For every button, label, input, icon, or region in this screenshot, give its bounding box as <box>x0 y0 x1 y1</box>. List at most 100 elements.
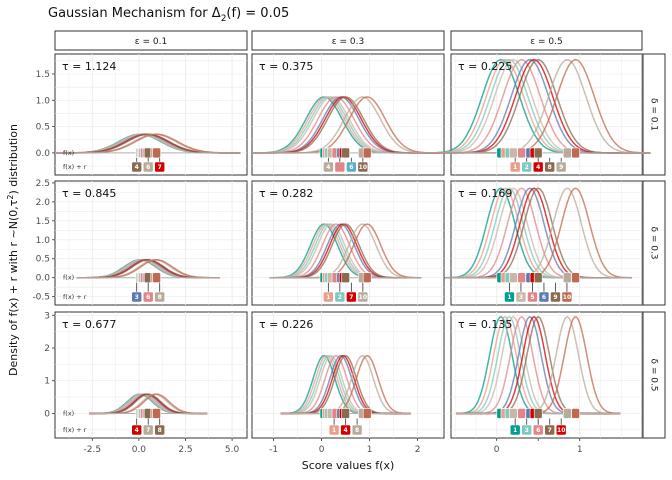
panel-2-0: f(x) f(x) + r 4 7 8 τ = 0.677 <box>54 311 248 439</box>
x-axis-title: Score values f(x) <box>302 459 395 472</box>
score-box <box>571 408 580 419</box>
noisy-output-box <box>346 291 357 303</box>
noisy-output-box <box>544 161 555 173</box>
x-tick-label: 2 <box>415 445 421 455</box>
column-strip-0 <box>54 30 248 51</box>
y-tick-label: 2 <box>44 344 50 354</box>
noisy-output-box <box>544 424 555 436</box>
panel-frame <box>251 311 445 439</box>
noisy-output-box <box>538 291 550 303</box>
tau-label: τ = 1.124 <box>62 60 116 73</box>
x-tick-label: 1 <box>577 445 583 455</box>
x-tick-label: 5.0 <box>225 445 240 455</box>
score-box <box>562 272 572 283</box>
title-prefix: Gaussian Mechanism for <box>48 6 212 21</box>
row-strip-label-2: δ = 0.5 <box>649 358 659 391</box>
label-fx-plus-r: f(x) + r <box>63 293 87 301</box>
noisy-output-box <box>515 291 527 303</box>
noisy-output-label: 2 <box>338 294 342 301</box>
noisy-output-box <box>154 291 166 303</box>
label-fx: f(x) <box>63 274 74 282</box>
x-tick-label: 0.0 <box>132 445 147 455</box>
noisy-output-label: 5 <box>530 294 534 301</box>
noisy-output-box <box>504 291 515 303</box>
noisy-output-label: 1 <box>332 427 336 434</box>
noisy-output-label: 6 <box>146 294 150 301</box>
row-strip-1 <box>642 180 666 306</box>
score-box <box>508 272 518 283</box>
panel-1-0: f(x) f(x) + r 3 6 8 τ = 0.845 <box>54 180 248 306</box>
tau-label: τ = 0.226 <box>259 318 313 331</box>
label-fx: f(x) <box>63 409 74 417</box>
noisy-output-box <box>555 424 567 436</box>
row-strip-0 <box>642 53 666 176</box>
title-suffix: (f) = 0.05 <box>226 6 289 21</box>
noisy-output-label: 4 <box>344 427 348 434</box>
noisy-output-label: 7 <box>349 294 353 301</box>
noisy-output-box <box>521 424 532 436</box>
panel-1-1: 1 2 7 10 τ = 0.282 <box>251 180 445 306</box>
x-tick-label: 0 <box>494 445 500 455</box>
y-tick-label: 1.0 <box>36 96 51 106</box>
y-title-prefix: Density of f(x) + r with r ~N(0,τ <box>7 199 20 376</box>
score-box <box>362 147 372 159</box>
noisy-output-label: 7 <box>548 427 552 434</box>
panel-2-1: 1 4 8 τ = 0.226 <box>251 311 445 439</box>
tau-label: τ = 0.169 <box>458 187 512 200</box>
score-box <box>341 272 350 283</box>
y-tick-label: 0 <box>44 409 50 419</box>
panel-2-2: 1 3 6 7 10 τ = 0.135 <box>450 311 643 439</box>
score-box <box>508 147 518 159</box>
noisy-output-label: 9 <box>553 294 557 301</box>
noisy-output-box <box>527 291 538 303</box>
row-strip-label-0: δ = 0.1 <box>649 98 659 131</box>
noisy-output-box <box>131 161 143 173</box>
noisy-output-box <box>521 161 532 173</box>
noisy-output-box <box>323 161 334 173</box>
noisy-output-label: 3 <box>519 294 523 301</box>
noisy-output-box <box>532 424 544 436</box>
noisy-output-label: 10 <box>359 164 367 171</box>
label-fx-plus-r: f(x) + r <box>63 163 87 171</box>
noisy-output-label: 4 <box>135 164 139 171</box>
tau-label: τ = 0.225 <box>458 60 512 73</box>
x-tick-label: -1 <box>269 445 278 455</box>
noisy-output-label: 6 <box>146 164 150 171</box>
tau-label: τ = 0.845 <box>62 187 116 200</box>
y-axis-title: Density of f(x) + r with r ~N(0,τ2) dist… <box>6 124 20 376</box>
noisy-output-label: 6 <box>542 294 546 301</box>
y-tick-label: 1 <box>44 377 50 387</box>
noisy-output-box <box>357 161 369 173</box>
noisy-output-box <box>154 161 166 173</box>
noisy-output-label: 8 <box>158 294 162 301</box>
noisy-output-box <box>509 161 521 173</box>
label-fx: f(x) <box>63 149 74 157</box>
noisy-output-label: 7 <box>158 164 162 171</box>
noisy-output-label: 9 <box>559 164 563 171</box>
noisy-output-box <box>351 424 363 436</box>
score-box <box>517 408 526 419</box>
score-box <box>562 408 572 419</box>
score-box <box>341 147 350 159</box>
noisy-output-label: 6 <box>536 427 540 434</box>
y-tick-label: 1.5 <box>36 70 50 80</box>
y-title-superscript: 2 <box>6 195 15 200</box>
y-tick-label: 1.5 <box>36 217 50 227</box>
title-delta: Δ <box>212 6 221 21</box>
noisy-output-box <box>323 291 334 303</box>
y-tick-label: 0.5 <box>36 123 50 133</box>
noisy-output-label: 4 <box>536 164 540 171</box>
y-tick-label: 1.0 <box>36 236 51 246</box>
noisy-output-box <box>142 291 154 303</box>
noisy-output-box <box>142 424 154 436</box>
noisy-output-label: 8 <box>355 427 359 434</box>
score-box <box>562 147 572 159</box>
noisy-output-box <box>340 424 351 436</box>
score-box <box>152 147 161 159</box>
column-strip-label-0: ε = 0.1 <box>135 37 167 47</box>
row-strip-label-1: δ = 0.3 <box>649 226 659 259</box>
noisy-output-label: 10 <box>557 427 565 434</box>
noisy-output-label: 2 <box>525 164 529 171</box>
noisy-output-box <box>334 291 346 303</box>
noisy-output-label: 1 <box>513 427 517 434</box>
